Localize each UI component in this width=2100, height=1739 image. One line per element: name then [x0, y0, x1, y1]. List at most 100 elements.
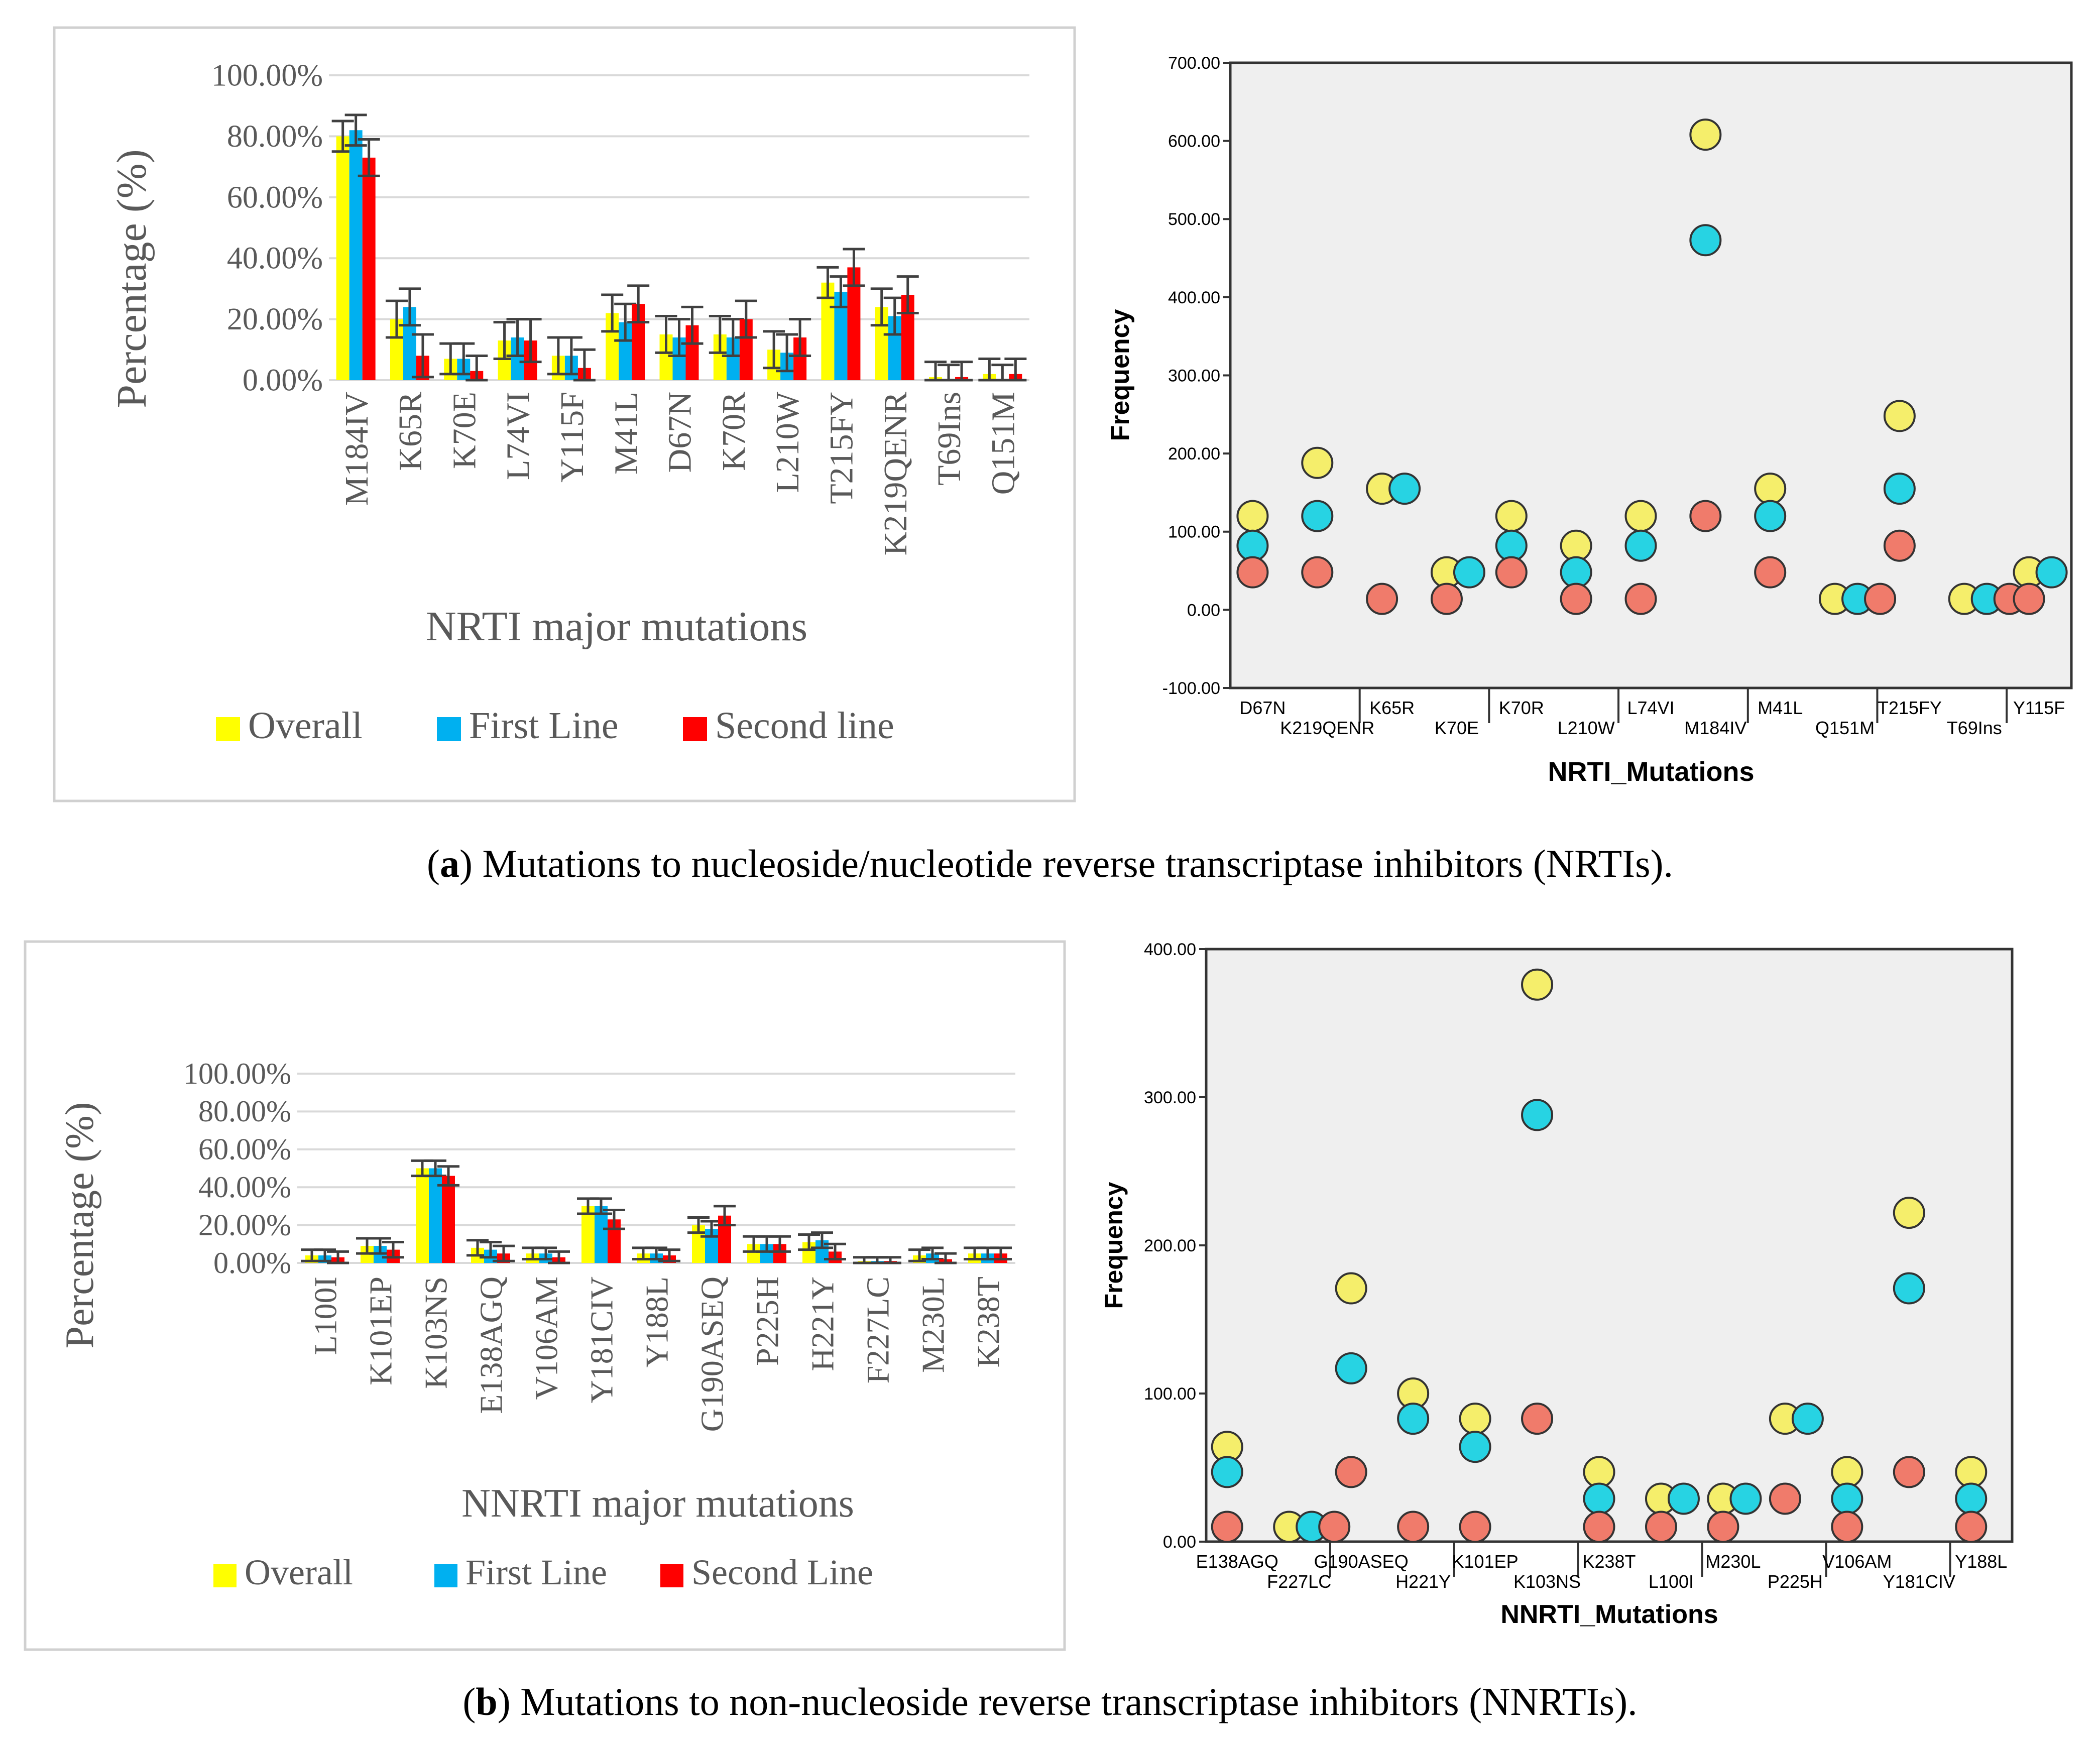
point-second-line	[1831, 1511, 1863, 1543]
legend-label: Second line	[715, 705, 894, 747]
x-category-label: Y115F	[2013, 698, 2065, 718]
nnrti-bar-chart: 0.00% 20.00% 40.00% 60.00% 80.00% 100.00% L10…	[24, 940, 1066, 1651]
point-first-line	[1667, 1482, 1700, 1515]
x-category-label: F227LC	[860, 1277, 895, 1383]
x-axis-title: NRTI major mutations	[426, 603, 807, 650]
x-category-label: K238T	[970, 1277, 1006, 1367]
x-category-label: L210W	[769, 391, 806, 493]
point-first-line	[1754, 500, 1787, 532]
y-tick-label: 600.00	[1168, 132, 1220, 151]
legend-label: Overall	[248, 705, 363, 747]
x-axis-title: NNRTI major mutations	[461, 1481, 854, 1526]
point-second-line	[1521, 1403, 1554, 1435]
x-category-label: E138AGQ	[1196, 1551, 1278, 1572]
y-axis-title: Percentage (%)	[108, 149, 155, 408]
caption-a: (a) Mutations to nucleoside/nucleotide r…	[427, 842, 1673, 885]
plot-area	[1205, 948, 2014, 1543]
y-tick-label: 400.00	[1144, 940, 1196, 959]
bar-overall	[416, 1168, 429, 1263]
point-first-line	[1583, 1482, 1615, 1515]
point-second-line	[1236, 556, 1269, 589]
legend-label: First Line	[465, 1552, 607, 1592]
legend-swatch	[213, 1564, 237, 1587]
caption-b: (b) Mutations to non-nucleoside reverse …	[462, 1680, 1637, 1723]
point-overall	[1236, 500, 1269, 532]
x-category-label: K103NS	[1513, 1571, 1581, 1592]
x-category-label: L74VI	[500, 392, 537, 480]
point-first-line	[1624, 529, 1657, 562]
point-second-line	[1211, 1511, 1243, 1543]
legend-swatch	[434, 1564, 457, 1587]
point-overall	[1624, 500, 1657, 532]
point-first-line	[1893, 1272, 1925, 1305]
point-first-line	[1955, 1482, 1988, 1515]
point-second-line	[1366, 583, 1398, 615]
x-category-label: K101EP	[363, 1277, 398, 1385]
y-tick-label: 100.00%	[211, 58, 323, 92]
legend-label: Overall	[245, 1552, 353, 1592]
point-second-line	[1459, 1511, 1491, 1543]
y-tick-label: 500.00	[1168, 210, 1220, 229]
point-second-line	[1955, 1511, 1988, 1543]
point-second-line	[1769, 1482, 1801, 1515]
x-category-label: E138AGQ	[473, 1277, 509, 1414]
y-tick-labels: -100.00 0.00 100.00 200.00 300.00 400.00 500.0…	[1162, 54, 1230, 698]
x-category-label: M41L	[1758, 698, 1803, 718]
x-category-label: Q151M	[1815, 718, 1875, 738]
y-tick-label: 300.00	[1168, 366, 1220, 385]
y-tick-label: 0.00	[1187, 601, 1220, 620]
point-first-line	[2035, 556, 2068, 589]
point-overall	[1955, 1456, 1988, 1488]
x-category-label: L100I	[307, 1277, 343, 1355]
y-tick-label: 0.00%	[243, 363, 323, 397]
y-tick-label: 300.00	[1144, 1088, 1196, 1107]
x-category-label: M230L	[1705, 1551, 1761, 1572]
point-first-line	[1453, 556, 1485, 589]
point-overall	[1521, 968, 1554, 1001]
point-overall	[1301, 446, 1334, 479]
x-category-label: M184IV	[338, 392, 375, 506]
point-first-line	[1791, 1403, 1824, 1435]
point-second-line	[1583, 1511, 1615, 1543]
point-second-line	[1430, 583, 1463, 615]
point-second-line	[1335, 1456, 1367, 1488]
x-category-label: T215FY	[1878, 698, 1942, 718]
y-tick-label: 700.00	[1168, 54, 1220, 73]
x-category-label: K65R	[1369, 698, 1415, 718]
y-tick-label: 20.00%	[227, 302, 323, 336]
x-category-label: T69Ins	[1947, 718, 2002, 738]
point-first-line	[1831, 1482, 1863, 1515]
y-tick-labels: 0.00% 20.00% 40.00% 60.00% 80.00% 100.00%	[183, 1057, 291, 1280]
point-overall	[1754, 473, 1787, 505]
point-second-line	[1560, 583, 1592, 615]
x-category-labels: L100I K101EP K103NS E138AGQ V106AM Y181CIV Y18…	[307, 1277, 1006, 1432]
x-category-label: K103NS	[418, 1277, 453, 1389]
x-category-label: Y181CIV	[584, 1277, 619, 1403]
nrti-bar-chart: 0.00% 20.00% 40.00% 60.00% 80.00% 100.00% M18…	[53, 26, 1076, 802]
y-tick-label: 400.00	[1168, 288, 1220, 307]
point-second-line	[1645, 1511, 1677, 1543]
x-category-label: Y188L	[1955, 1551, 2007, 1572]
point-first-line	[1397, 1403, 1430, 1435]
x-category-label: V106AM	[528, 1277, 564, 1400]
point-second-line	[1883, 529, 1916, 562]
x-category-label: M184IV	[1684, 718, 1746, 738]
x-category-label: T69Ins	[931, 392, 968, 486]
x-category-label: P225H	[749, 1277, 785, 1366]
nnrti-frequency-scatter: 0.00 100.00 200.00 300.00 400.00 E138AGQF227…	[1100, 940, 2014, 1629]
x-axis-title: NRTI_Mutations	[1548, 757, 1755, 787]
point-first-line	[1729, 1482, 1762, 1515]
bar-first-line	[429, 1168, 442, 1263]
legend-swatch	[660, 1564, 683, 1587]
x-category-label: K70E	[1435, 718, 1479, 738]
y-tick-label: 100.00	[1168, 523, 1220, 542]
y-tick-label: -100.00	[1162, 679, 1220, 698]
y-tick-label: 20.00%	[198, 1208, 291, 1241]
legend-swatch	[216, 717, 240, 741]
x-category-label: Y115F	[554, 392, 591, 483]
legend-label: Second Line	[691, 1552, 873, 1592]
y-tick-label: 60.00%	[227, 180, 323, 214]
x-category-labels: E138AGQF227LCG190ASEQH221YK101EPK103NSK2…	[1196, 1542, 2007, 1592]
